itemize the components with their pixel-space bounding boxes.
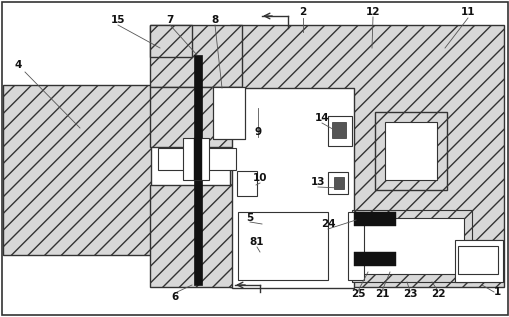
Bar (213, 87, 244, 139)
Bar (327, 172, 347, 194)
Text: 10: 10 (252, 173, 267, 183)
Bar (150, 25, 242, 87)
Text: 22: 22 (430, 289, 444, 299)
Text: 9: 9 (254, 127, 261, 137)
Text: 4: 4 (14, 60, 22, 70)
Bar (454, 240, 502, 282)
Bar (238, 212, 327, 280)
Text: 81: 81 (249, 237, 264, 247)
Text: 8: 8 (211, 15, 218, 25)
Bar (374, 112, 446, 190)
Bar (150, 87, 242, 147)
Bar (183, 138, 209, 180)
Text: 25: 25 (350, 289, 364, 299)
Bar (347, 212, 363, 280)
Bar (327, 116, 351, 146)
Text: 7: 7 (166, 15, 174, 25)
Text: 14: 14 (314, 113, 329, 123)
Bar (213, 87, 244, 139)
Bar (353, 212, 395, 226)
Bar (158, 148, 236, 170)
Bar (331, 122, 345, 138)
Bar (454, 240, 502, 282)
Text: 21: 21 (374, 289, 388, 299)
Text: 2: 2 (299, 7, 306, 17)
Text: 6: 6 (171, 292, 178, 302)
Text: 23: 23 (402, 289, 416, 299)
Text: 15: 15 (110, 15, 125, 25)
Bar (230, 25, 503, 287)
Bar (237, 171, 257, 196)
Bar (150, 185, 242, 287)
Text: 12: 12 (365, 7, 380, 17)
Bar (193, 55, 202, 285)
Bar (351, 210, 471, 282)
Text: 11: 11 (460, 7, 474, 17)
Bar (333, 177, 344, 189)
Bar (384, 122, 436, 180)
Bar (359, 218, 463, 274)
Text: 5: 5 (246, 213, 253, 223)
Bar (193, 138, 202, 180)
Bar (353, 252, 395, 266)
Text: 1: 1 (492, 287, 500, 297)
Bar (457, 246, 497, 274)
Bar (232, 88, 353, 288)
Text: 13: 13 (310, 177, 325, 187)
Bar (150, 25, 191, 57)
Text: 24: 24 (320, 219, 334, 229)
Bar (3, 85, 151, 255)
